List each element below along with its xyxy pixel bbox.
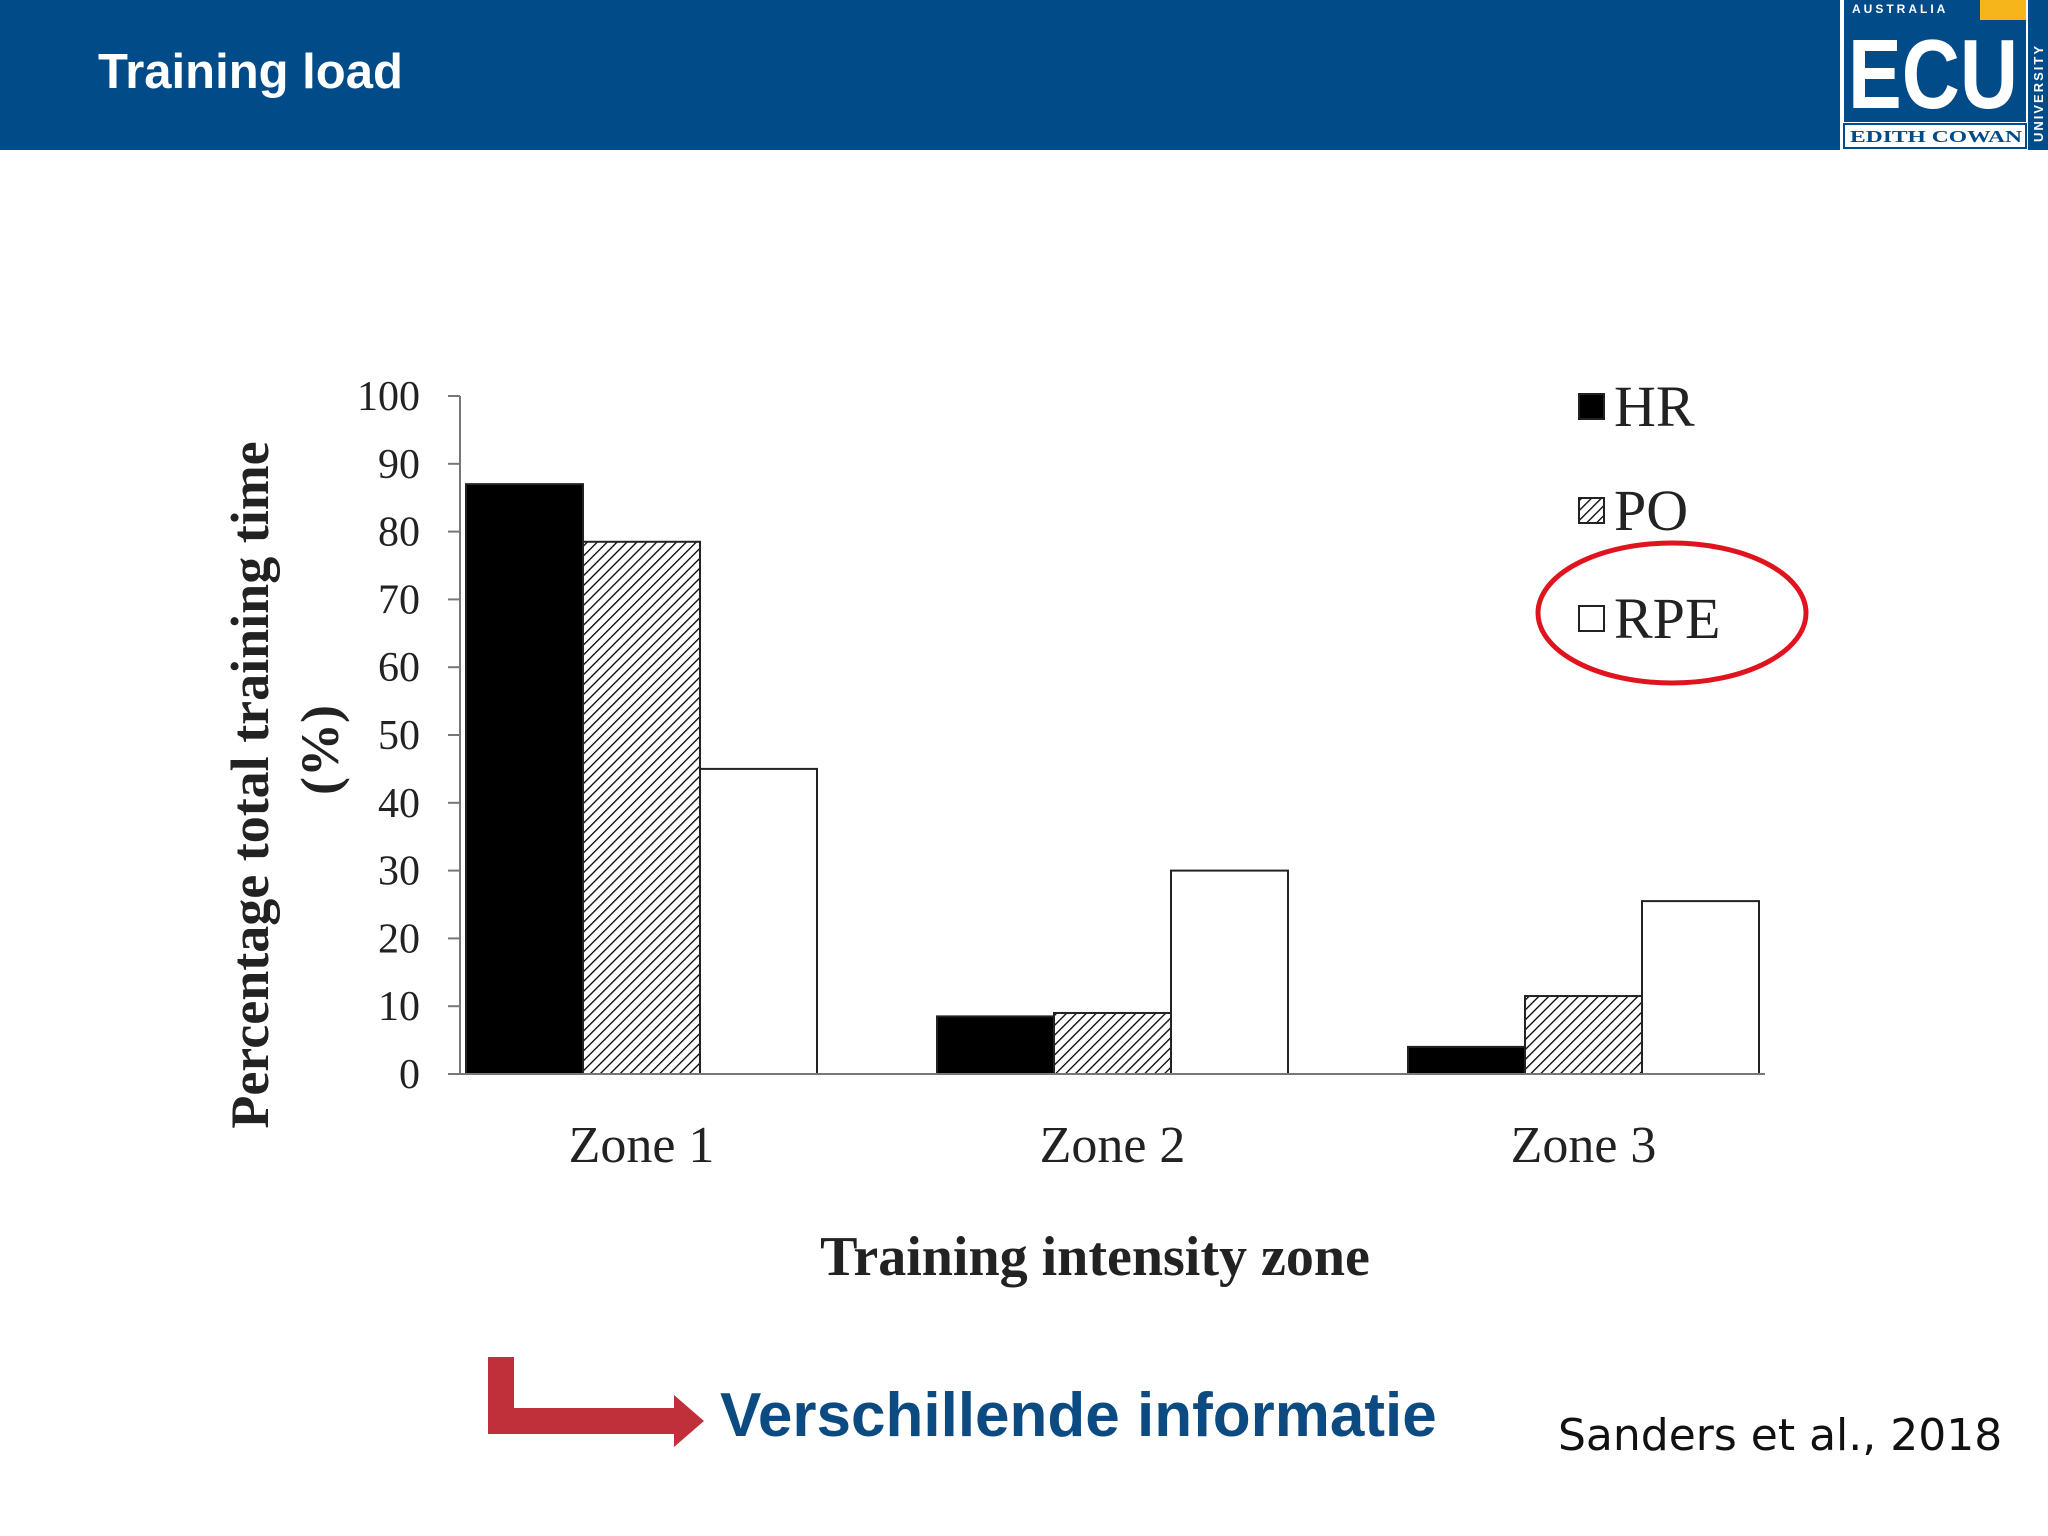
legend-highlight-circle <box>1535 540 1809 686</box>
logo-main-text: ECU <box>1848 19 2018 129</box>
legend-swatch-rpe <box>1578 605 1605 632</box>
y-tick-label: 70 <box>378 577 420 623</box>
legend-label-po: PO <box>1614 478 1688 543</box>
bar-hr-zone-3 <box>1407 1045 1526 1076</box>
y-axis-label: Percentage total training time <box>220 441 280 1128</box>
y-tick-label: 80 <box>378 510 420 556</box>
y-tick-label: 100 <box>357 374 420 420</box>
logo-bottom-text: EDITH COWAN <box>1850 127 2023 146</box>
bar-po-zone-3 <box>1524 995 1643 1076</box>
x-tick-label: Zone 2 <box>1040 1117 1186 1174</box>
bar-po-zone-1 <box>582 540 701 1075</box>
legend-swatch-po <box>1578 497 1605 524</box>
y-tick-label: 60 <box>378 645 420 691</box>
y-tick-label: 20 <box>378 916 420 962</box>
bar-rpe-zone-1 <box>699 767 818 1076</box>
header-bar: Training load AUSTRALIA ECU EDITH COWAN … <box>0 0 2048 150</box>
y-tick-label: 40 <box>378 781 420 827</box>
ecu-logo: AUSTRALIA ECU EDITH COWAN UNIVERSITY <box>1840 0 2048 150</box>
bar-hr-zone-1 <box>465 483 584 1075</box>
slide-title: Training load <box>98 45 403 99</box>
bar-rpe-zone-2 <box>1170 869 1289 1075</box>
bar-hr-zone-2 <box>936 1015 1055 1075</box>
y-tick-label: 90 <box>378 442 420 488</box>
logo-top-text: AUSTRALIA <box>1852 2 1948 16</box>
legend-label-hr: HR <box>1614 374 1695 439</box>
y-axis-label-unit: (%) <box>290 705 350 795</box>
y-tick-label: 10 <box>378 984 420 1030</box>
logo-side-text: UNIVERSITY <box>2031 44 2046 142</box>
x-tick-label: Zone 1 <box>569 1117 715 1174</box>
bar-rpe-zone-3 <box>1641 900 1760 1075</box>
x-tick-label: Zone 3 <box>1511 1117 1657 1174</box>
y-tick-label: 30 <box>378 849 420 895</box>
footer-message: Verschillende informatie <box>720 1381 1437 1450</box>
y-tick-label: 50 <box>378 713 420 759</box>
citation-text: Sanders et al., 2018 <box>1558 1410 2003 1461</box>
x-axis-label: Training intensity zone <box>820 1226 1370 1288</box>
chart-legend: HR PO RPE <box>1578 374 1720 651</box>
legend-label-rpe: RPE <box>1614 586 1720 651</box>
footer-arrow <box>488 1357 704 1447</box>
y-tick-label: 0 <box>399 1052 420 1098</box>
legend-swatch-hr <box>1578 393 1605 420</box>
bar-po-zone-2 <box>1053 1011 1172 1075</box>
